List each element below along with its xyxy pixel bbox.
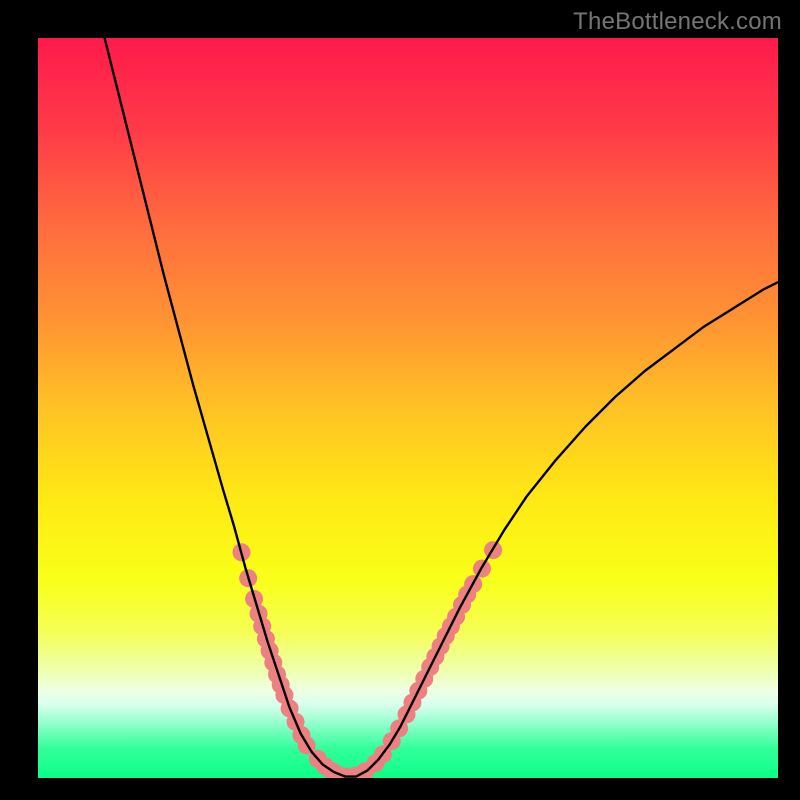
watermark-text: TheBottleneck.com — [573, 8, 782, 36]
chart-svg — [38, 38, 778, 778]
bottleneck-curve — [105, 38, 778, 777]
plot-area — [38, 38, 778, 778]
